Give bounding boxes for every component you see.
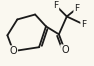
Text: F: F	[74, 4, 79, 13]
Text: O: O	[9, 46, 17, 56]
Text: O: O	[61, 45, 69, 55]
Text: F: F	[53, 1, 58, 10]
Text: F: F	[81, 20, 86, 29]
